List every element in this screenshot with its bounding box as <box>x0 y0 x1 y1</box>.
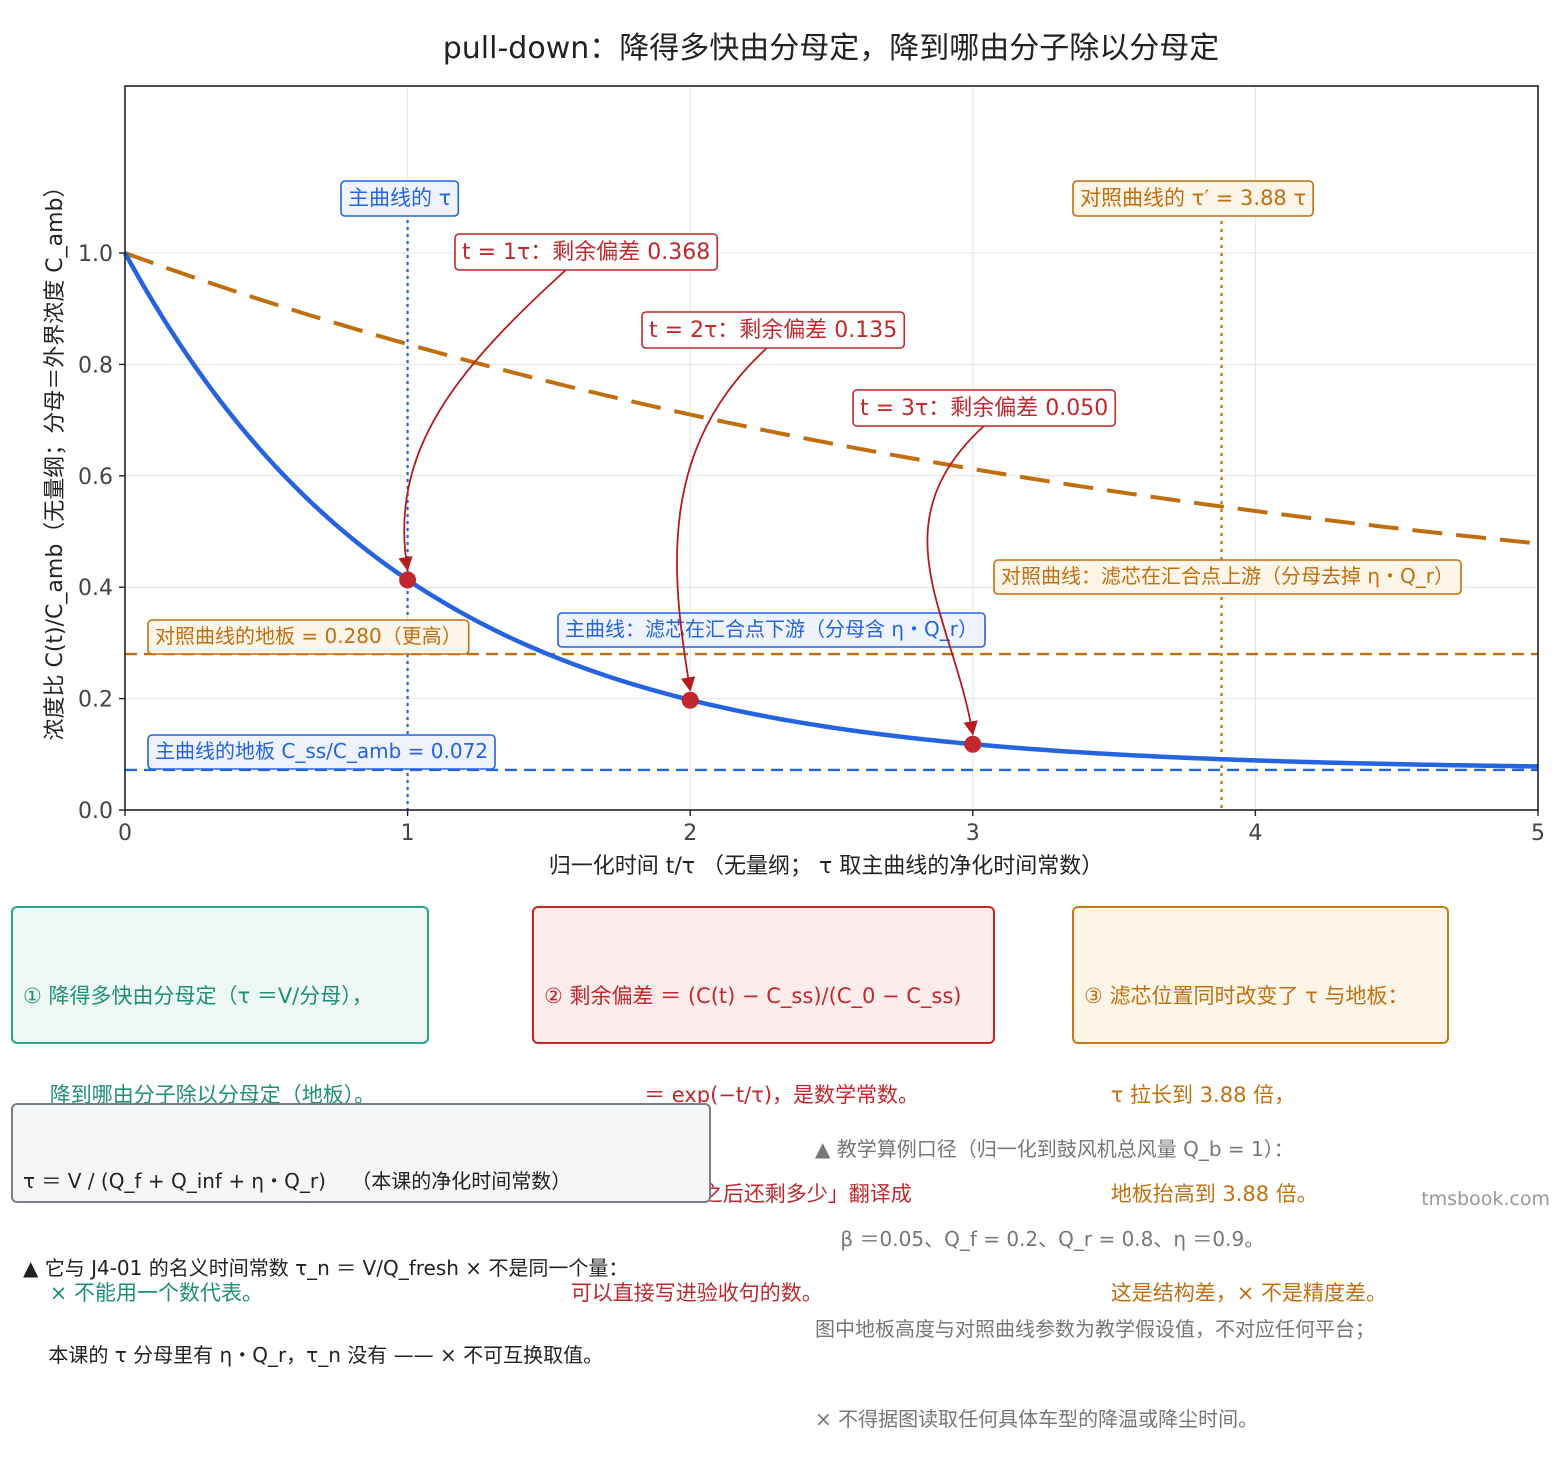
point-label-2-group: t = 2τ：剩余偏差 0.135 <box>641 311 906 349</box>
note-box-residual-deviation: ② 剩余偏差 ＝ (C(t) − C_ss)/(C_0 − C_ss) ＝ ex… <box>532 906 995 1305</box>
main-curve <box>123 251 1539 769</box>
floor-label-main-group: 主曲线的地板 C_ss/C_amb = 0.072 <box>147 734 496 770</box>
series-label-ref: 对照曲线：滤芯在汇合点上游（分母去掉 η・Q_r） <box>1001 564 1454 588</box>
series-label-ref-group: 对照曲线：滤芯在汇合点上游（分母去掉 η・Q_r） <box>993 559 1462 595</box>
assumption-line: β ＝0.05、Q_f = 0.2、Q_r = 0.8、η ＝0.9。 <box>815 1227 1265 1251</box>
note-line: ① 降得多快由分母定（τ ＝V/分母）， <box>23 984 373 1008</box>
point-label-1-box <box>454 233 719 271</box>
plot-area <box>125 86 1538 810</box>
point-arrow <box>926 424 986 736</box>
point-arrow <box>676 346 769 692</box>
y-tick-label: 0.4 <box>78 576 113 601</box>
note-line: τ 拉长到 3.88 倍， <box>1084 1083 1296 1107</box>
assumption-note: ▲ 教学算例口径（归一化到鼓风机总风量 Q_b = 1）： β ＝0.05、Q_… <box>815 1074 1535 1464</box>
tau-label-main-group: 主曲线的 τ <box>340 180 460 217</box>
note-line: ③ 滤芯位置同时改变了 τ 与地板： <box>1084 984 1409 1008</box>
tau-label-ref-group: 对照曲线的 τ′ = 3.88 τ <box>1072 180 1314 217</box>
x-tick-label: 5 <box>1531 821 1545 846</box>
series-label-main-group: 主曲线：滤芯在汇合点下游（分母含 η・Q_r） <box>557 612 986 648</box>
note-line: ＝ exp(−t/τ)，是数学常数。 <box>544 1083 920 1107</box>
y-tick-label: 0.2 <box>78 688 113 713</box>
chart: pull-down：降得多快由分母定，降到哪由分子除以分母定 0 1 2 3 4 5 0.0… <box>43 31 1545 879</box>
point-label-2-box <box>641 311 906 349</box>
tau-label-main: 主曲线的 τ <box>348 186 451 210</box>
series-label-main: 主曲线：滤芯在汇合点下游（分母含 η・Q_r） <box>565 617 978 641</box>
y-tick-label: 0.0 <box>78 799 113 824</box>
data-point-3 <box>964 735 982 753</box>
plot-frame <box>124 85 1539 811</box>
tau-label-ref: 对照曲线的 τ′ = 3.88 τ <box>1080 186 1306 210</box>
x-axis-label: 归一化时间 t/τ （无量纲； τ 取主曲线的净化时间常数） <box>549 854 1104 879</box>
series-label-ref-box <box>993 559 1462 595</box>
floor-label-ref-box <box>147 619 470 655</box>
floor-label-main-box <box>147 734 496 770</box>
watermark: tmsbook.com <box>1421 1188 1550 1210</box>
floor-label-main: 主曲线的地板 C_ss/C_amb = 0.072 <box>155 739 488 763</box>
data-point-1 <box>399 571 417 589</box>
floor-label-ref: 对照曲线的地板 = 0.280（更高） <box>155 624 462 648</box>
x-tick-label: 4 <box>1248 821 1262 846</box>
x-tick-label: 2 <box>683 821 697 846</box>
formula-line: τ ＝ V / (Q_f + Q_inf + η・Q_r) （本课的净化时间常数… <box>23 1169 572 1193</box>
chart-title: pull-down：降得多快由分母定，降到哪由分子除以分母定 <box>443 31 1220 66</box>
formula-line: ▲ 它与 J4-01 的名义时间常数 τ_n ＝ V/Q_fresh × 不是同… <box>23 1256 629 1280</box>
point-label-1-group: t = 1τ：剩余偏差 0.368 <box>454 233 719 271</box>
point-label-1: t = 1τ：剩余偏差 0.368 <box>462 240 710 265</box>
series-label-main-box <box>557 612 986 648</box>
point-label-2: t = 2τ：剩余偏差 0.135 <box>649 318 897 343</box>
note-box-filter-position: ③ 滤芯位置同时改变了 τ 与地板： τ 拉长到 3.88 倍， 地板抬高到 3… <box>1072 906 1449 1305</box>
y-tick-label: 0.8 <box>78 353 113 378</box>
formula-box: τ ＝ V / (Q_f + Q_inf + η・Q_r) （本课的净化时间常数… <box>11 1103 711 1367</box>
point-label-3: t = 3τ：剩余偏差 0.050 <box>860 396 1108 421</box>
assumption-line: × 不得据图读取任何具体车型的降温或降尘时间。 <box>815 1407 1259 1431</box>
point-label-3-group: t = 3τ：剩余偏差 0.050 <box>852 389 1117 427</box>
note-box-rate-vs-floor: ① 降得多快由分母定（τ ＝V/分母）， 降到哪由分子除以分母定（地板）。 两者… <box>11 906 429 1305</box>
y-axis-label: 浓度比 C(t)/C_amb（无量纲；分母＝外界浓度 C_amb） <box>43 175 68 740</box>
formula-line: 本课的 τ 分母里有 η・Q_r，τ_n 没有 —— × 不可互换取值。 <box>23 1343 604 1367</box>
x-tick-label: 0 <box>118 821 132 846</box>
note-line: ② 剩余偏差 ＝ (C(t) − C_ss)/(C_0 − C_ss) <box>544 984 962 1008</box>
x-tick-label: 3 <box>966 821 980 846</box>
floor-label-ref-group: 对照曲线的地板 = 0.280（更高） <box>147 619 470 655</box>
note-line: 地板抬高到 3.88 倍。 <box>1084 1182 1318 1206</box>
y-tick-label: 0.6 <box>78 465 113 490</box>
point-label-3-box <box>852 389 1117 427</box>
point-arrow <box>398 267 569 572</box>
y-tick-label: 1.0 <box>78 242 113 267</box>
assumption-line: 图中地板高度与对照曲线参数为教学假设值，不对应任何平台； <box>815 1317 1375 1341</box>
assumption-line: ▲ 教学算例口径（归一化到鼓风机总风量 Q_b = 1）： <box>815 1137 1294 1161</box>
tau-label-ref-box <box>1072 180 1314 217</box>
tau-label-main-box <box>340 180 460 217</box>
ref-curve <box>124 251 1539 546</box>
data-point-2 <box>681 691 699 709</box>
x-tick-label: 1 <box>401 821 415 846</box>
